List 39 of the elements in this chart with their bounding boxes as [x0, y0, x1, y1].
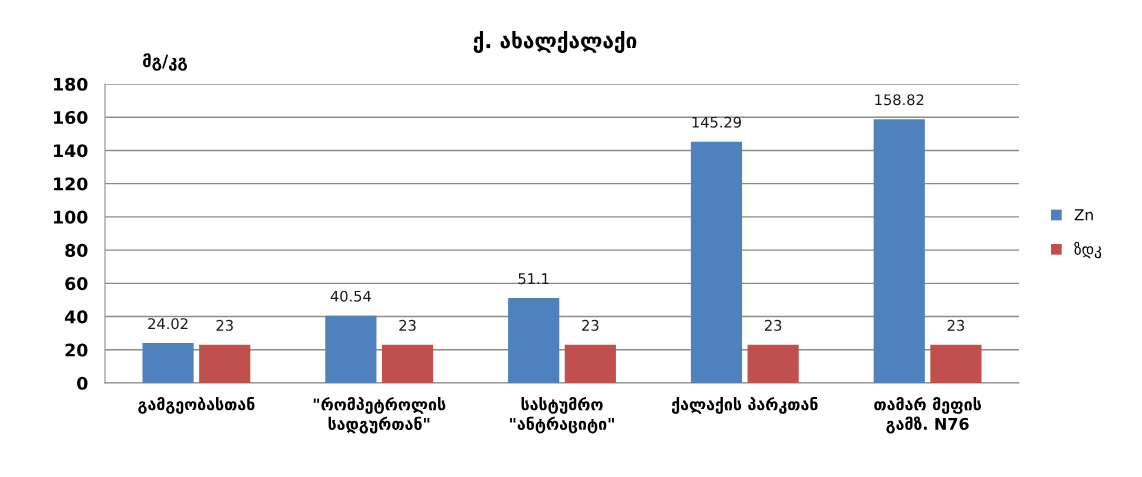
bar — [564, 344, 616, 383]
data-label: 158.82 — [875, 94, 924, 106]
bar — [930, 344, 982, 383]
data-label: 145.29 — [692, 116, 741, 128]
bar — [381, 344, 434, 383]
data-label: 23 — [399, 319, 416, 331]
y-tick-label: 120 — [54, 177, 88, 191]
x-tick-label: ქალაქის პარკთან — [671, 396, 818, 414]
y-tick-label: 180 — [54, 77, 88, 91]
y-axis-title: მგ/კგ — [143, 53, 188, 71]
y-tick-label: 100 — [54, 210, 88, 224]
legend-label: ზდკ — [1074, 241, 1102, 259]
bar — [690, 141, 743, 383]
y-tick-label: 20 — [65, 343, 88, 357]
bar — [508, 298, 560, 383]
data-label: 23 — [582, 319, 599, 331]
y-tick-label: 80 — [65, 243, 88, 257]
data-label: 40.54 — [330, 290, 371, 302]
data-label: 23 — [216, 319, 233, 331]
bar — [199, 344, 251, 383]
y-tick-label: 60 — [65, 277, 88, 291]
bar — [325, 315, 377, 383]
y-tick-label: 140 — [54, 144, 88, 158]
chart-title: ქ. ახალქალაქი — [473, 31, 637, 53]
legend-label: Zn — [1074, 209, 1093, 221]
y-tick-label: 160 — [54, 110, 88, 125]
y-tick-label: 0 — [77, 376, 88, 390]
bar — [747, 344, 799, 383]
bar — [142, 343, 194, 383]
data-label: 51.1 — [518, 273, 549, 285]
bar — [873, 119, 925, 383]
data-label: 23 — [764, 319, 782, 331]
x-tick-label: თამარ მეფის გამზ. N76 — [874, 396, 981, 434]
x-tick-label: სასტუმრო "ანტრაციტი" — [510, 396, 614, 434]
x-tick-label: "რომპეტროლის სადგურთან" — [313, 396, 446, 434]
data-label: 23 — [947, 319, 965, 331]
data-label: 24.02 — [148, 318, 188, 330]
y-tick-label: 40 — [64, 310, 88, 324]
x-tick-label: გამგეობასთან — [138, 396, 255, 414]
